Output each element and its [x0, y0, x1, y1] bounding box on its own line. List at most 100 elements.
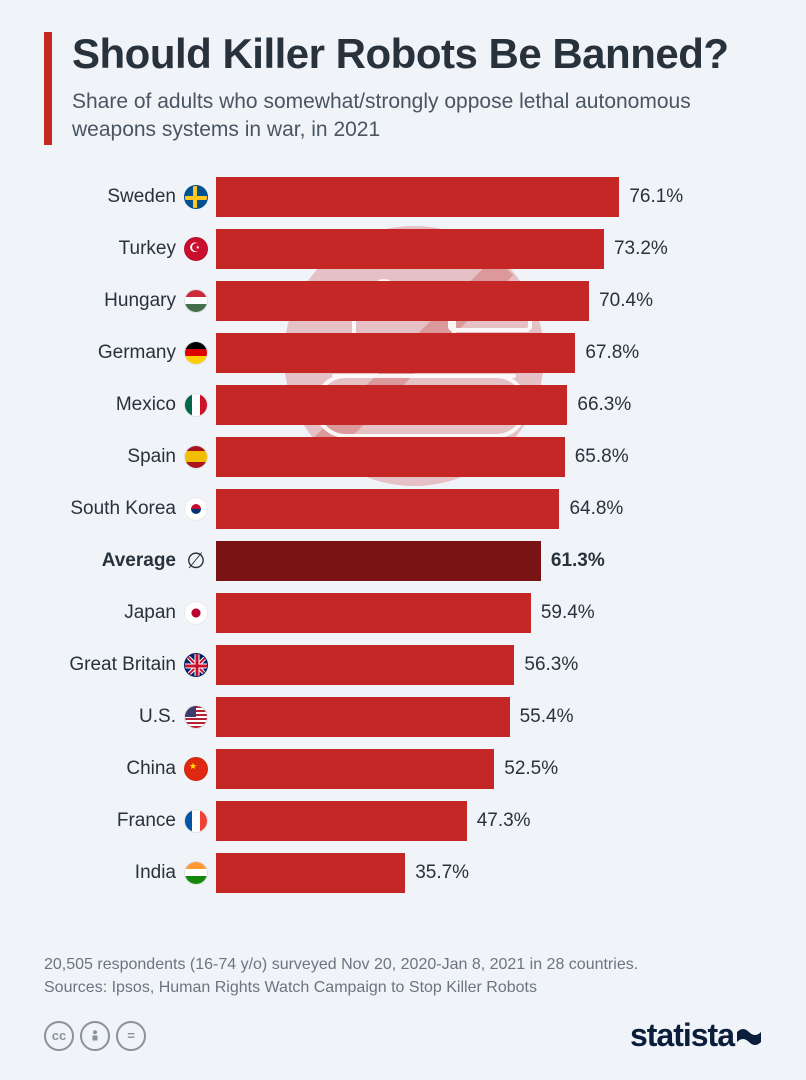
bar — [216, 437, 565, 477]
bar-chart: Sweden 76.1% Turkey ☪ 73.2% Hungary 70.4% Germa… — [44, 173, 762, 897]
bar-row: Great Britain 56.3% — [44, 641, 762, 689]
bar-label: Mexico — [116, 394, 176, 416]
bar-value: 73.2% — [614, 238, 668, 260]
bar — [216, 853, 405, 893]
footnote-line1: 20,505 respondents (16-74 y/o) surveyed … — [44, 956, 638, 973]
bar-row: South Korea 64.8% — [44, 485, 762, 533]
bar-track: 52.5% — [216, 749, 762, 789]
bar-label: South Korea — [70, 498, 176, 520]
bar-row: Japan .flag-center-dot::after{background:… — [44, 589, 762, 637]
bar-value: 67.8% — [585, 342, 639, 364]
bar-label: Spain — [127, 446, 176, 468]
bar-label-col: Japan .flag-center-dot::after{background:… — [44, 601, 216, 625]
bar-track: 65.8% — [216, 437, 762, 477]
header: Should Killer Robots Be Banned? Share of… — [44, 32, 762, 145]
bar-value: 76.1% — [629, 186, 683, 208]
bar-label: Germany — [98, 342, 176, 364]
bar-label-col: India — [44, 861, 216, 885]
bar-value: 66.3% — [577, 394, 631, 416]
hungary-flag-icon — [184, 289, 208, 313]
bar-label-col: Turkey ☪ — [44, 237, 216, 261]
bar — [216, 697, 510, 737]
bar — [216, 749, 494, 789]
bar — [216, 489, 559, 529]
cc-icon: cc — [44, 1021, 74, 1051]
bar-track: 76.1% — [216, 177, 762, 217]
southkorea-flag-icon — [184, 497, 208, 521]
bar-label: France — [117, 810, 176, 832]
bar — [216, 801, 467, 841]
bar — [216, 177, 619, 217]
bar-row: Spain 65.8% — [44, 433, 762, 481]
bar-value: 52.5% — [504, 758, 558, 780]
bar-row: Mexico 66.3% — [44, 381, 762, 429]
page-title: Should Killer Robots Be Banned? — [72, 32, 762, 76]
cc-license-icons: cc = — [44, 1021, 146, 1051]
bar-label-col: U.S. — [44, 705, 216, 729]
bar-label-col: Spain — [44, 445, 216, 469]
bar — [216, 333, 575, 373]
bar-label: Great Britain — [69, 654, 176, 676]
bar-row: U.S. 55.4% — [44, 693, 762, 741]
logo-text: statista — [630, 1017, 734, 1054]
bar-row: India 35.7% — [44, 849, 762, 897]
france-flag-icon — [184, 809, 208, 833]
bar-label: Turkey — [119, 238, 176, 260]
bar-row: Average∅61.3% — [44, 537, 762, 585]
statista-logo: statista — [630, 1017, 762, 1054]
footnote-line2: Sources: Ipsos, Human Rights Watch Campa… — [44, 979, 537, 996]
bar-label-col: South Korea — [44, 497, 216, 521]
bar-value: 47.3% — [477, 810, 531, 832]
footnote: 20,505 respondents (16-74 y/o) surveyed … — [44, 953, 762, 999]
turkey-flag-icon: ☪ — [184, 237, 208, 261]
bar-label-col: Germany — [44, 341, 216, 365]
bar-track: 47.3% — [216, 801, 762, 841]
bar-label-col: Sweden — [44, 185, 216, 209]
bar-track: 61.3% — [216, 541, 762, 581]
infographic-container: Should Killer Robots Be Banned? Share of… — [0, 0, 806, 1080]
bar-track: 64.8% — [216, 489, 762, 529]
us-flag-icon — [184, 705, 208, 729]
page-subtitle: Share of adults who somewhat/strongly op… — [72, 88, 762, 145]
bar — [216, 541, 541, 581]
bar — [216, 229, 604, 269]
bar-label-col: France — [44, 809, 216, 833]
bar-label: Hungary — [104, 290, 176, 312]
bar-label: Sweden — [107, 186, 176, 208]
bar-value: 64.8% — [569, 498, 623, 520]
india-flag-icon — [184, 861, 208, 885]
mexico-flag-icon — [184, 393, 208, 417]
germany-flag-icon — [184, 341, 208, 365]
spain-flag-icon — [184, 445, 208, 469]
bar-track: 70.4% — [216, 281, 762, 321]
bar-row: China★52.5% — [44, 745, 762, 793]
bar-row: Turkey ☪ 73.2% — [44, 225, 762, 273]
uk-flag-icon — [184, 653, 208, 677]
average-icon: ∅ — [184, 549, 208, 573]
footer-row: cc = statista — [44, 1017, 762, 1054]
bar — [216, 645, 514, 685]
bar-value: 61.3% — [551, 550, 605, 572]
bar-track: 66.3% — [216, 385, 762, 425]
accent-bar — [44, 32, 52, 145]
bar-row: Hungary 70.4% — [44, 277, 762, 325]
bar-value: 59.4% — [541, 602, 595, 624]
bar-label-col: Hungary — [44, 289, 216, 313]
cc-nd-icon: = — [116, 1021, 146, 1051]
bar-label-col: Great Britain — [44, 653, 216, 677]
japan-flag-icon: .flag-center-dot::after{background:#bc00… — [184, 601, 208, 625]
bar-value: 56.3% — [524, 654, 578, 676]
bar-row: Sweden 76.1% — [44, 173, 762, 221]
footer: 20,505 respondents (16-74 y/o) surveyed … — [44, 953, 762, 1054]
bar-track: 35.7% — [216, 853, 762, 893]
bar-track: 73.2% — [216, 229, 762, 269]
sweden-flag-icon — [184, 185, 208, 209]
cc-by-icon — [80, 1021, 110, 1051]
bar-value: 55.4% — [520, 706, 574, 728]
bar-track: 67.8% — [216, 333, 762, 373]
bar — [216, 593, 531, 633]
bar-label: Japan — [124, 602, 176, 624]
bar-value: 35.7% — [415, 862, 469, 884]
bar-track: 59.4% — [216, 593, 762, 633]
bar-row: Germany 67.8% — [44, 329, 762, 377]
